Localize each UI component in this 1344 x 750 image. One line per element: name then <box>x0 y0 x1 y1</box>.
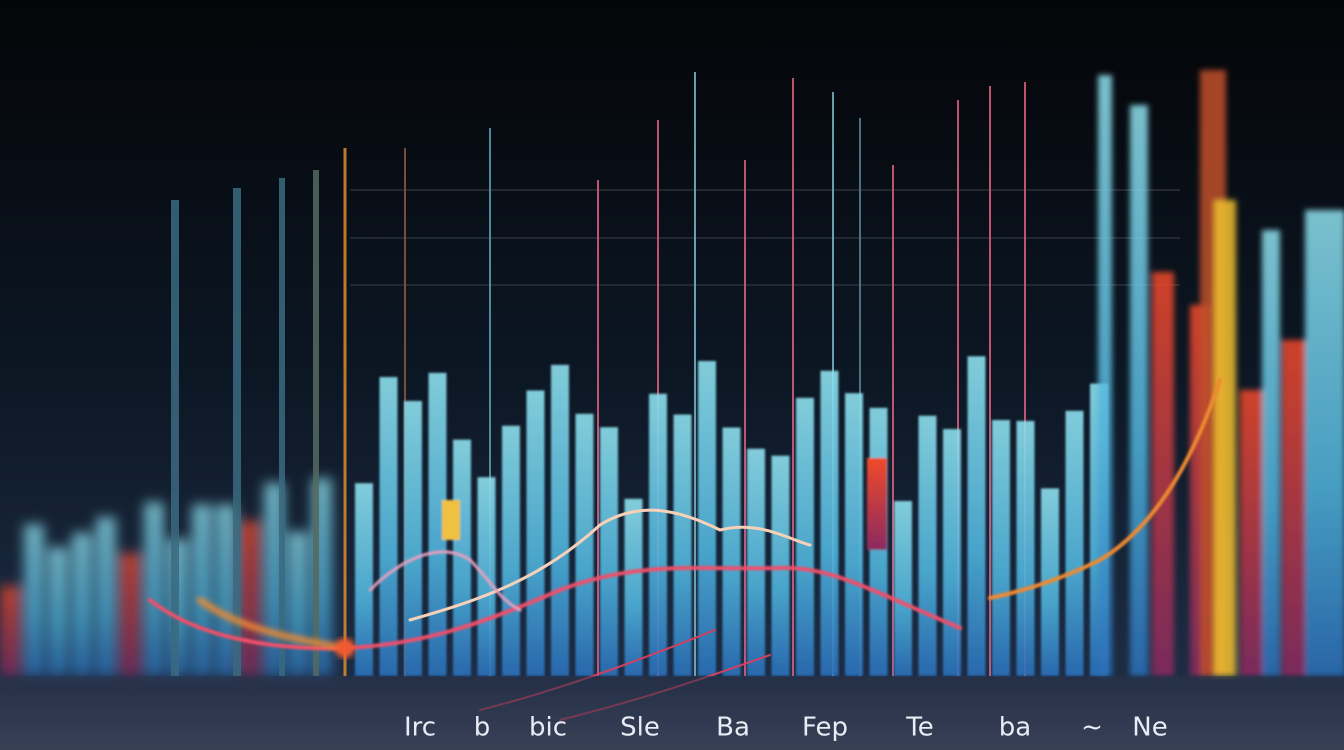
label: Te <box>905 713 933 743</box>
bar <box>624 498 643 676</box>
bar <box>355 483 373 676</box>
right-bars <box>1098 70 1344 676</box>
bar <box>575 413 594 676</box>
bar <box>600 427 618 676</box>
bar <box>992 420 1010 676</box>
bar <box>442 500 460 540</box>
bar <box>1130 105 1148 676</box>
bar <box>673 414 692 676</box>
bar <box>796 397 814 676</box>
bar <box>24 524 44 676</box>
bar <box>192 504 212 676</box>
bar <box>698 361 716 676</box>
label: Irc <box>404 713 436 743</box>
bar <box>502 425 520 676</box>
bar <box>453 439 471 676</box>
bar <box>1214 200 1236 676</box>
bar <box>918 415 937 676</box>
label: Ba <box>716 713 750 743</box>
bar <box>820 370 839 676</box>
label: bic <box>529 713 567 743</box>
bar <box>967 356 986 676</box>
bar <box>747 448 765 676</box>
bar <box>722 427 741 676</box>
bar <box>0 586 20 676</box>
bar <box>404 400 422 676</box>
label: Ne <box>1132 713 1167 743</box>
bars <box>355 356 1108 676</box>
bar <box>144 502 164 676</box>
bar <box>1282 340 1306 676</box>
bar <box>1016 420 1035 676</box>
label: ~ <box>1081 713 1103 743</box>
bar <box>240 520 260 676</box>
bar <box>1098 75 1112 676</box>
bar <box>845 393 863 676</box>
curves <box>148 378 1222 721</box>
bottom-labels: Irc b bic Sle Ba Fep Te ba ~ Ne <box>404 713 1168 743</box>
bar <box>1262 230 1280 676</box>
label: b <box>474 713 491 743</box>
bar <box>551 364 569 676</box>
bar <box>1305 210 1344 676</box>
bar <box>379 377 398 676</box>
bar <box>48 547 68 676</box>
floor <box>0 676 1344 750</box>
bar <box>428 372 447 676</box>
bar <box>649 393 667 676</box>
label: Sle <box>620 713 660 743</box>
grid <box>350 189 1180 286</box>
bar <box>867 458 887 550</box>
bar <box>120 553 140 676</box>
label: Fep <box>802 713 848 743</box>
bar <box>72 532 92 676</box>
bar <box>894 501 912 676</box>
bar <box>1152 272 1174 676</box>
bar <box>526 390 545 676</box>
bar <box>1240 390 1266 676</box>
bar <box>1065 410 1084 676</box>
bar <box>288 531 308 676</box>
bar <box>96 516 116 676</box>
bar <box>943 429 961 676</box>
bar <box>771 455 790 676</box>
label: ba <box>999 713 1031 743</box>
